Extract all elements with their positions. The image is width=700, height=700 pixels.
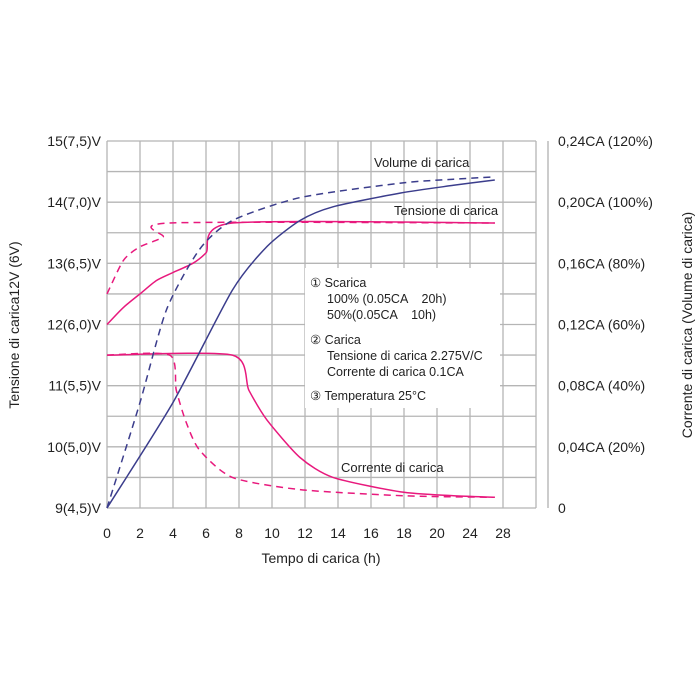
- legend-line: ③ Temperatura 25°C: [310, 389, 426, 403]
- annotation-voltage: Tensione di carica: [394, 203, 499, 218]
- y-left-tick-labels: 15(7,5)V 14(7,0)V 13(6,5)V 12(6,0)V 11(5,5)V…: [47, 133, 101, 516]
- y-right-tick-label: 0,08CA (40%): [558, 378, 645, 394]
- y-left-tick-label: 14(7,0)V: [47, 194, 101, 210]
- series-line-0: [106, 220, 495, 326]
- y-left-tick-label: 9(4,5)V: [55, 500, 102, 516]
- y-left-axis-title: Tensione di carica12V (6V): [6, 241, 22, 408]
- legend-box: [305, 268, 500, 408]
- x-tick-label: 28: [495, 525, 511, 541]
- y-left-tick-label: 15(7,5)V: [47, 133, 101, 149]
- y-left-tick-label: 10(5,0)V: [47, 439, 101, 455]
- x-tick-labels: 0 2 4 6 8 10 12 14 16 18 20 24 28: [103, 525, 511, 541]
- series-line-5: [106, 176, 495, 509]
- x-tick-label: 18: [396, 525, 412, 541]
- y-right-tick-labels: 0,24CA (120%) 0,20CA (100%) 0,16CA (80%) 0,…: [558, 133, 653, 516]
- x-tick-label: 16: [363, 525, 379, 541]
- y-right-tick-label: 0,24CA (120%): [558, 133, 653, 149]
- x-tick-label: 12: [297, 525, 313, 541]
- legend-line: 100% (0.05CA 20h): [327, 292, 447, 306]
- x-tick-label: 4: [169, 525, 177, 541]
- y-right-tick-label: 0,16CA (80%): [558, 255, 645, 271]
- y-right-tick-label: 0,20CA (100%): [558, 194, 653, 210]
- x-tick-label: 24: [462, 525, 478, 541]
- legend-line: ② Carica: [310, 333, 361, 347]
- y-left-tick-label: 12(6,0)V: [47, 317, 101, 333]
- x-tick-label: 2: [136, 525, 144, 541]
- x-tick-label: 14: [330, 525, 346, 541]
- legend-line: Tensione di carica 2.275V/C: [327, 349, 483, 363]
- series-line-1: [106, 221, 495, 295]
- legend-line: ① Scarica: [310, 276, 366, 290]
- x-tick-label: 8: [235, 525, 243, 541]
- y-right-tick-label: 0: [558, 500, 566, 516]
- series-line-4: [106, 179, 495, 509]
- y-left-tick-label: 11(5,5)V: [48, 378, 101, 394]
- y-right-axis-title: Corrente di carica (Volume di carica): [679, 212, 695, 438]
- y-right-tick-label: 0,12CA (60%): [558, 317, 645, 333]
- legend: ① Scarica 100% (0.05CA 20h) 50%(0.05CA 1…: [310, 276, 483, 403]
- annotation-volume: Volume di carica: [374, 155, 470, 170]
- x-tick-label: 6: [202, 525, 210, 541]
- legend-line: 50%(0.05CA 10h): [327, 308, 436, 322]
- annotation-current: Corrente di carica: [341, 460, 444, 475]
- series-line-3: [106, 352, 495, 499]
- legend-line: Corrente di carica 0.1CA: [327, 365, 465, 379]
- series-line-2: [106, 352, 495, 499]
- x-tick-label: 20: [429, 525, 445, 541]
- y-right-tick-label: 0,04CA (20%): [558, 439, 645, 455]
- curves: [106, 176, 495, 509]
- y-left-tick-label: 13(6,5)V: [47, 255, 101, 271]
- x-tick-label: 0: [103, 525, 111, 541]
- x-axis-title: Tempo di carica (h): [261, 550, 380, 566]
- x-tick-label: 10: [264, 525, 280, 541]
